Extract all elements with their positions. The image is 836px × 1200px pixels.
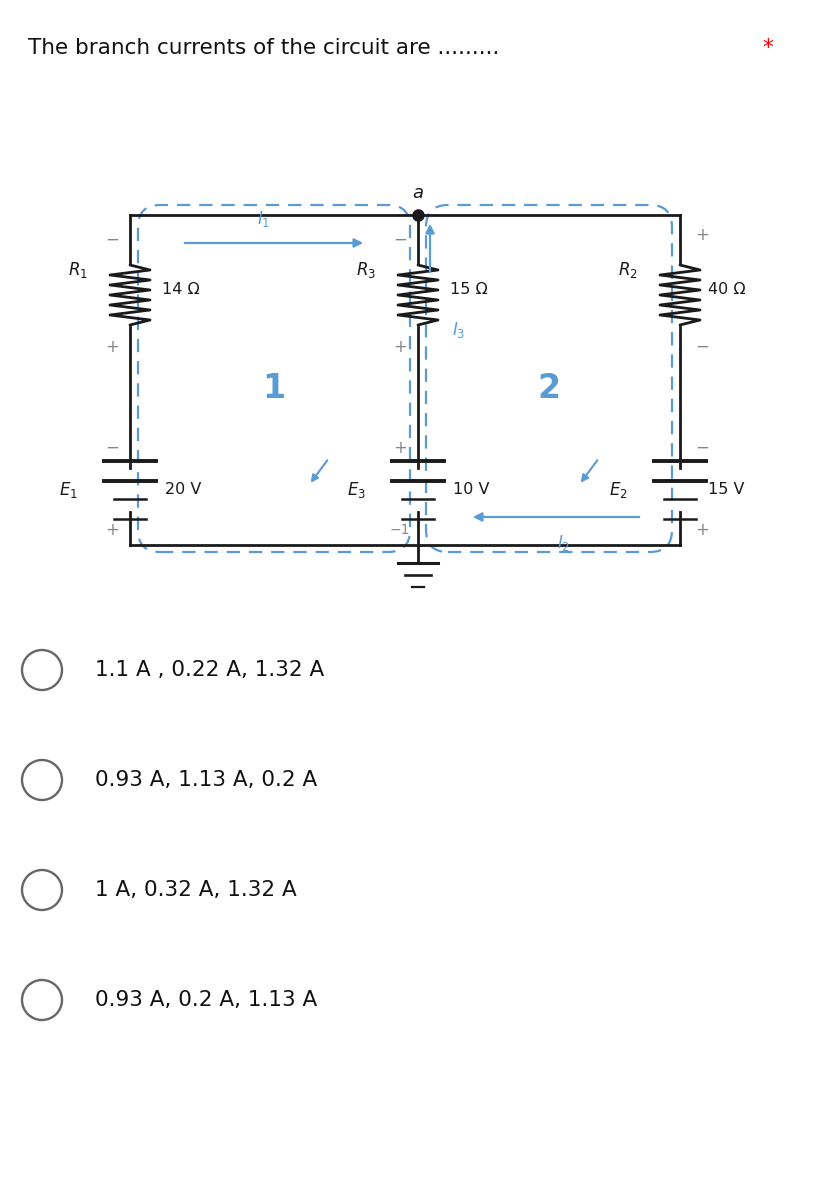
Text: 2: 2 bbox=[537, 372, 560, 404]
Text: 15 Ω: 15 Ω bbox=[450, 282, 487, 298]
Text: 40 Ω: 40 Ω bbox=[707, 282, 745, 298]
Text: +: + bbox=[393, 338, 406, 356]
Text: $a$: $a$ bbox=[411, 184, 423, 202]
Text: The branch currents of the circuit are .........: The branch currents of the circuit are .… bbox=[28, 38, 506, 58]
Text: $E_3$: $E_3$ bbox=[347, 480, 365, 500]
Text: $I_3$: $I_3$ bbox=[451, 320, 465, 340]
Text: $R_3$: $R_3$ bbox=[355, 260, 375, 280]
Text: $E_2$: $E_2$ bbox=[609, 480, 627, 500]
Text: 1: 1 bbox=[263, 372, 285, 404]
Text: 20 V: 20 V bbox=[165, 482, 201, 498]
Text: $R_1$: $R_1$ bbox=[68, 260, 88, 280]
Text: *: * bbox=[761, 38, 772, 58]
Text: $E_1$: $E_1$ bbox=[59, 480, 78, 500]
Text: −: − bbox=[694, 338, 708, 356]
Text: −1: −1 bbox=[390, 523, 410, 538]
Text: 15 V: 15 V bbox=[707, 482, 743, 498]
Text: 0.93 A, 0.2 A, 1.13 A: 0.93 A, 0.2 A, 1.13 A bbox=[95, 990, 317, 1010]
Text: 10 V: 10 V bbox=[452, 482, 489, 498]
Text: +: + bbox=[694, 521, 708, 539]
Text: −: − bbox=[393, 230, 406, 248]
Text: $I_1$: $I_1$ bbox=[257, 209, 270, 229]
Text: 0.93 A, 1.13 A, 0.2 A: 0.93 A, 1.13 A, 0.2 A bbox=[95, 770, 317, 790]
Text: −: − bbox=[105, 439, 119, 457]
Text: $R_2$: $R_2$ bbox=[618, 260, 637, 280]
Text: +: + bbox=[694, 226, 708, 244]
Text: $I_2$: $I_2$ bbox=[557, 533, 570, 553]
Text: 1 A, 0.32 A, 1.32 A: 1 A, 0.32 A, 1.32 A bbox=[95, 880, 297, 900]
Text: −: − bbox=[105, 230, 119, 248]
Text: +: + bbox=[105, 521, 119, 539]
Text: −: − bbox=[694, 439, 708, 457]
Text: 1.1 A , 0.22 A, 1.32 A: 1.1 A , 0.22 A, 1.32 A bbox=[95, 660, 324, 680]
Text: +: + bbox=[105, 338, 119, 356]
Text: 14 Ω: 14 Ω bbox=[162, 282, 200, 298]
Text: +: + bbox=[393, 439, 406, 457]
